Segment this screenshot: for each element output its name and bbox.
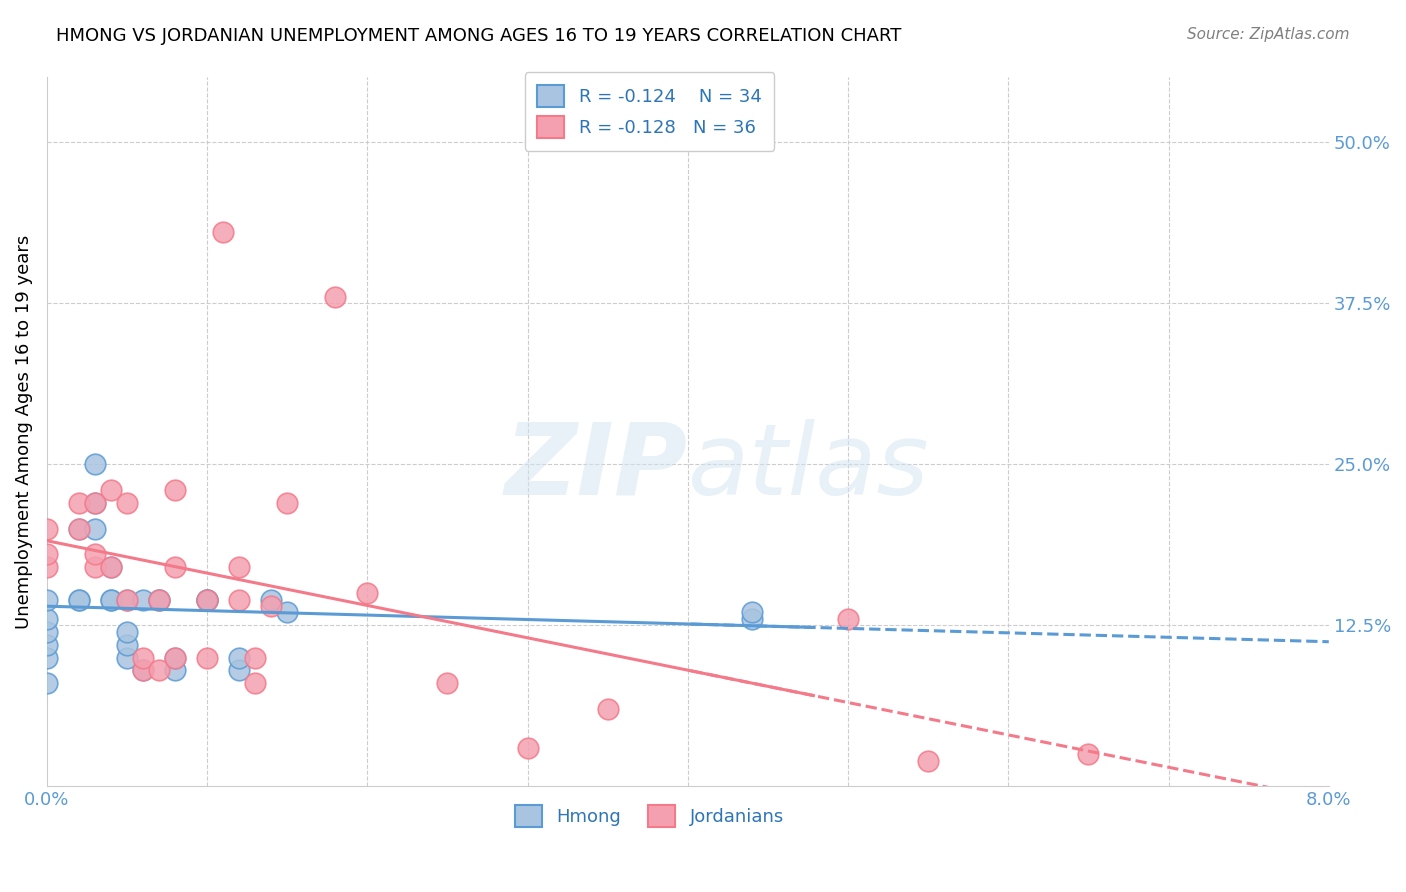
Point xyxy=(148,592,170,607)
Point xyxy=(84,548,107,562)
Text: HMONG VS JORDANIAN UNEMPLOYMENT AMONG AGES 16 TO 19 YEARS CORRELATION CHART: HMONG VS JORDANIAN UNEMPLOYMENT AMONG AG… xyxy=(56,27,901,45)
Point xyxy=(323,290,346,304)
Point xyxy=(84,496,107,510)
Point xyxy=(195,650,218,665)
Point xyxy=(84,496,107,510)
Point xyxy=(115,624,138,639)
Y-axis label: Unemployment Among Ages 16 to 19 years: Unemployment Among Ages 16 to 19 years xyxy=(15,235,32,629)
Point xyxy=(100,560,122,574)
Point xyxy=(35,638,58,652)
Point xyxy=(165,650,187,665)
Point xyxy=(436,676,458,690)
Point xyxy=(35,650,58,665)
Point xyxy=(165,650,187,665)
Point xyxy=(84,522,107,536)
Point xyxy=(35,612,58,626)
Point xyxy=(245,676,267,690)
Point xyxy=(917,754,939,768)
Text: ZIP: ZIP xyxy=(505,419,688,516)
Point xyxy=(35,676,58,690)
Point xyxy=(115,638,138,652)
Point xyxy=(100,592,122,607)
Point xyxy=(195,592,218,607)
Text: atlas: atlas xyxy=(688,419,929,516)
Point xyxy=(84,457,107,471)
Point xyxy=(245,650,267,665)
Point xyxy=(228,664,250,678)
Text: Source: ZipAtlas.com: Source: ZipAtlas.com xyxy=(1187,27,1350,42)
Point xyxy=(67,592,90,607)
Point xyxy=(67,522,90,536)
Point xyxy=(115,592,138,607)
Point xyxy=(516,740,538,755)
Point xyxy=(228,650,250,665)
Point xyxy=(741,612,763,626)
Point xyxy=(115,496,138,510)
Point xyxy=(195,592,218,607)
Point xyxy=(67,592,90,607)
Point xyxy=(115,592,138,607)
Point xyxy=(100,560,122,574)
Point xyxy=(195,592,218,607)
Point xyxy=(276,606,298,620)
Point xyxy=(148,592,170,607)
Point xyxy=(132,664,155,678)
Point xyxy=(165,560,187,574)
Point xyxy=(276,496,298,510)
Point xyxy=(115,650,138,665)
Point xyxy=(35,522,58,536)
Point xyxy=(195,592,218,607)
Legend: Hmong, Jordanians: Hmong, Jordanians xyxy=(508,797,792,834)
Point xyxy=(741,606,763,620)
Point xyxy=(35,560,58,574)
Point xyxy=(1077,747,1099,762)
Point xyxy=(132,664,155,678)
Point xyxy=(148,592,170,607)
Point xyxy=(100,592,122,607)
Point xyxy=(100,483,122,497)
Point xyxy=(84,560,107,574)
Point xyxy=(165,483,187,497)
Point xyxy=(132,650,155,665)
Point xyxy=(148,664,170,678)
Point xyxy=(35,624,58,639)
Point xyxy=(356,586,378,600)
Point xyxy=(212,225,235,239)
Point xyxy=(35,592,58,607)
Point xyxy=(67,522,90,536)
Point xyxy=(260,592,283,607)
Point xyxy=(228,592,250,607)
Point xyxy=(132,592,155,607)
Point xyxy=(260,599,283,613)
Point xyxy=(165,664,187,678)
Point xyxy=(596,702,619,716)
Point xyxy=(67,496,90,510)
Point xyxy=(228,560,250,574)
Point xyxy=(837,612,859,626)
Point xyxy=(35,548,58,562)
